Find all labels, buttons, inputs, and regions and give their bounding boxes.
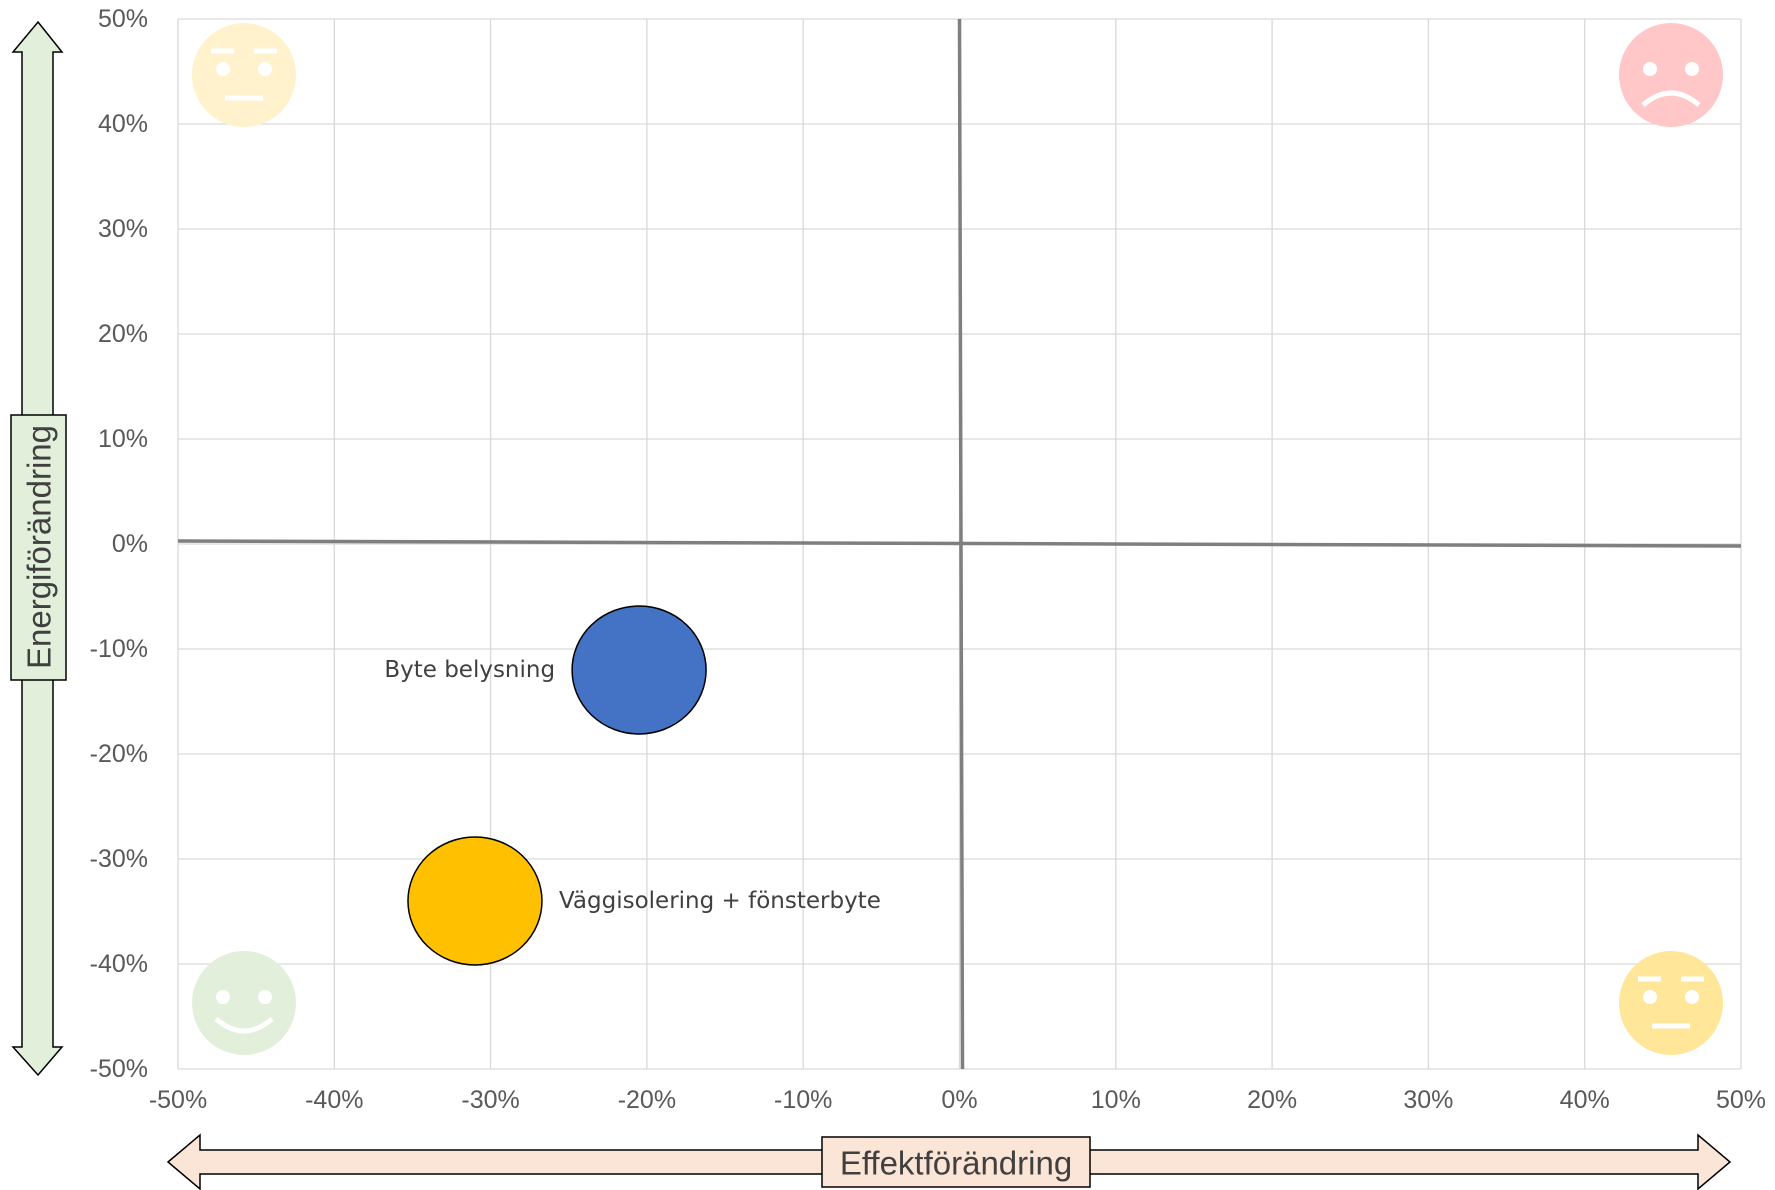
- x-tick-label: -50%: [149, 1086, 207, 1114]
- y-tick-label: 50%: [98, 5, 148, 33]
- x-tick-label: -40%: [305, 1086, 363, 1114]
- x-tick-labels: -50% -40% -30% -20% -10% 0% 10% 20% 30% 40% 50%: [149, 1086, 1766, 1114]
- x-tick-label: 30%: [1403, 1086, 1453, 1114]
- data-point-bubble: [571, 605, 707, 735]
- x-axis-title-box: [821, 1136, 1091, 1188]
- y-tick-label: 30%: [98, 215, 148, 243]
- y-axis-title-box: [10, 414, 67, 681]
- y-tick-label: 20%: [98, 320, 148, 348]
- y-tick-label: -20%: [90, 740, 148, 768]
- y-tick-label: -10%: [90, 635, 148, 663]
- y-tick-label: -50%: [90, 1055, 148, 1083]
- zero-axes: [177, 18, 1742, 1070]
- x-tick-label: 20%: [1247, 1086, 1297, 1114]
- zero-vertical-axis: [957, 18, 965, 1070]
- x-axis-title: Effektförändring: [840, 1145, 1072, 1182]
- y-tick-labels: 50% 40% 30% 20% 10% 0% -10% -20% -30% -40% -50%: [90, 5, 148, 1083]
- x-tick-label: 40%: [1560, 1086, 1610, 1114]
- quadrant-icons: [192, 23, 1723, 1055]
- data-points: Byte belysning Väggisolering + fönsterbyt…: [384, 605, 881, 966]
- y-tick-label: -30%: [90, 845, 148, 873]
- data-point-label: Väggisolering + fönsterbyte: [559, 888, 881, 914]
- sad-face-icon: [1619, 23, 1723, 127]
- y-axis-arrow: Energiförändring: [10, 20, 67, 1077]
- x-tick-label: 50%: [1716, 1086, 1766, 1114]
- x-axis-arrow: Effektförändring: [166, 1133, 1732, 1190]
- x-tick-label: 0%: [941, 1086, 977, 1114]
- data-point-label: Byte belysning: [384, 657, 555, 683]
- data-point-bubble: [407, 836, 543, 966]
- neutral-face-icon: [1619, 951, 1723, 1055]
- x-tick-label: 10%: [1091, 1086, 1141, 1114]
- y-axis-title: Energiförändring: [21, 425, 58, 669]
- x-tick-label: -20%: [618, 1086, 676, 1114]
- neutral-face-icon: [192, 23, 296, 127]
- y-tick-label: -40%: [90, 950, 148, 978]
- y-tick-label: 10%: [98, 425, 148, 453]
- x-tick-label: -30%: [461, 1086, 519, 1114]
- x-tick-label: -10%: [774, 1086, 832, 1114]
- happy-face-icon: [192, 951, 296, 1055]
- y-tick-label: 0%: [112, 530, 148, 558]
- y-tick-label: 40%: [98, 110, 148, 138]
